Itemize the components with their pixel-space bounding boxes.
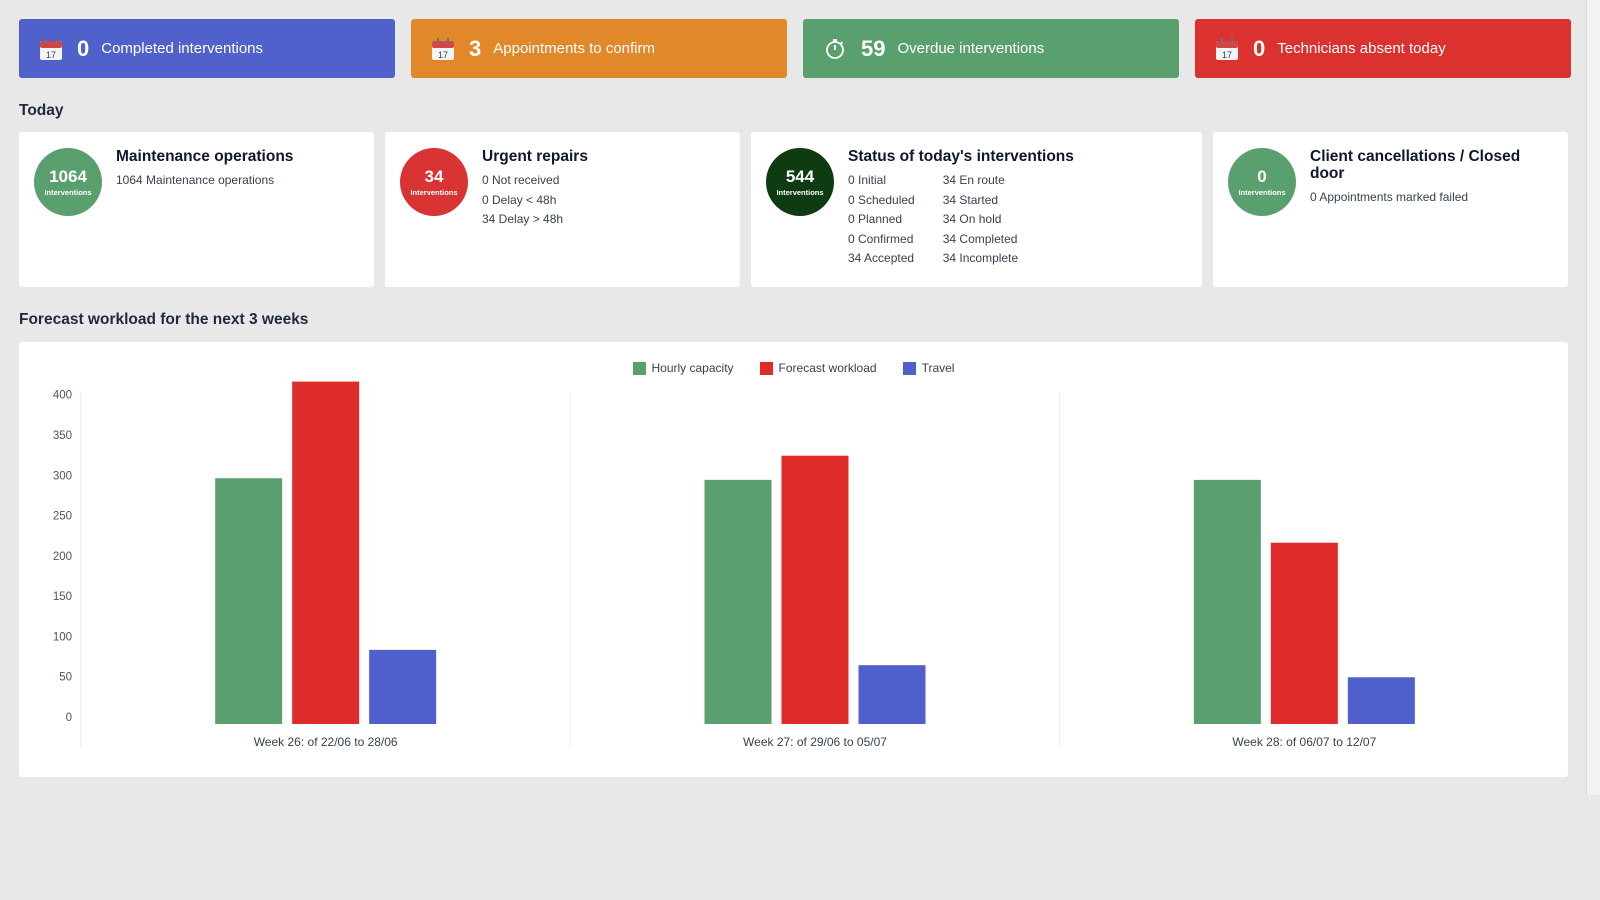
bar-forecast-workload[interactable] <box>292 381 360 724</box>
legend-label: Travel <box>921 361 955 375</box>
legend-swatch <box>759 361 773 375</box>
status-line: 34 On hold <box>942 212 1002 226</box>
legend-label: Hourly capacity <box>651 361 734 375</box>
count-badge: 1064 Interventions <box>34 148 102 216</box>
bar-forecast-workload[interactable] <box>781 455 849 724</box>
y-tick-label: 300 <box>53 470 72 482</box>
card-title: Client cancellations / Closed door <box>1310 148 1521 182</box>
status-line: 0 Initial <box>848 173 887 187</box>
status-column-left: 0 Initial 0 Scheduled 0 Planned 0 Confir… <box>848 171 915 269</box>
bar-travel[interactable] <box>858 665 926 724</box>
y-tick-label: 250 <box>53 511 72 523</box>
status-line: 34 En route <box>942 173 1005 187</box>
bar-travel[interactable] <box>1347 677 1415 724</box>
legend-item-hourly-capacity[interactable]: Hourly capacity <box>632 361 734 375</box>
chart-plot: 0 50 100 150 200 250 300 350 400 Week 26: of 22/0… <box>53 381 1415 749</box>
x-category-label: Week 28: of 06/07 to 12/07 <box>1232 735 1376 749</box>
status-line: 34 Started <box>942 192 999 207</box>
y-tick-label: 200 <box>53 551 72 563</box>
bar-hourly-capacity[interactable] <box>215 478 283 724</box>
calendar-icon: 17 <box>39 37 63 61</box>
badge-count: 0 <box>1257 166 1267 186</box>
badge-count: 544 <box>785 166 815 186</box>
kpi-label: Overdue interventions <box>897 40 1045 57</box>
legend-label: Forecast workload <box>778 361 877 375</box>
legend-item-forecast-workload[interactable]: Forecast workload <box>759 361 877 375</box>
legend-item-travel[interactable]: Travel <box>902 361 955 375</box>
bar-hourly-capacity[interactable] <box>1193 479 1261 724</box>
card-line: 0 Not received <box>482 173 560 187</box>
forecast-section-title: Forecast workload for the next 3 weeks <box>19 311 309 328</box>
kpi-label: Completed interventions <box>101 40 264 57</box>
kpi-value: 0 <box>1253 35 1266 61</box>
legend-swatch <box>632 361 646 375</box>
card-line: 34 Delay > 48h <box>482 212 564 226</box>
status-line: 34 Accepted <box>848 251 915 265</box>
count-badge: 0 Interventions <box>1228 148 1296 216</box>
kpi-value: 59 <box>861 35 886 61</box>
scrollbar-track[interactable] <box>1586 0 1600 795</box>
y-tick-label: 400 <box>53 390 72 402</box>
card-title: Urgent repairs <box>482 148 588 165</box>
status-column-right: 34 En route 34 Started 34 On hold 34 Com… <box>943 171 1018 269</box>
y-tick-label: 100 <box>53 631 72 643</box>
badge-subtitle: Interventions <box>776 187 824 197</box>
card-maintenance-operations[interactable]: 1064 Interventions Maintenance operation… <box>19 132 374 287</box>
bar-travel[interactable] <box>369 649 437 724</box>
status-line: 34 Incomplete <box>942 251 1019 265</box>
kpi-appointments-to-confirm[interactable]: 17 3 Appointments to confirm <box>411 19 787 78</box>
kpi-label: Appointments to confirm <box>493 40 655 57</box>
kpi-value: 3 <box>469 35 482 61</box>
status-line: 0 Planned <box>848 212 903 226</box>
forecast-chart: Hourly capacity Forecast workload Travel… <box>19 342 1568 777</box>
badge-subtitle: Interventions <box>44 187 92 197</box>
card-title: Maintenance operations <box>116 148 294 165</box>
badge-subtitle: Interventions <box>1238 187 1286 197</box>
card-line: 1064 Maintenance operations <box>116 173 275 187</box>
count-badge: 34 Interventions <box>400 148 468 216</box>
x-category-label: Week 26: of 22/06 to 28/06 <box>254 735 398 749</box>
svg-text:17: 17 <box>46 50 56 60</box>
kpi-completed-interventions[interactable]: 17 0 Completed interventions <box>19 19 395 78</box>
card-client-cancellations[interactable]: 0 Interventions Client cancellations / C… <box>1213 132 1568 287</box>
bar-hourly-capacity[interactable] <box>704 479 772 724</box>
status-line: 0 Confirmed <box>848 231 914 246</box>
kpi-label: Technicians absent today <box>1277 40 1446 57</box>
card-urgent-repairs[interactable]: 34 Interventions Urgent repairs 0 Not re… <box>385 132 740 287</box>
kpi-value: 0 <box>77 35 90 61</box>
count-badge: 544 Interventions <box>766 148 834 216</box>
svg-text:17: 17 <box>438 50 448 60</box>
card-line: 0 Appointments marked failed <box>1310 190 1469 204</box>
status-line: 0 Scheduled <box>848 192 915 207</box>
badge-count: 34 <box>424 166 444 186</box>
y-tick-label: 0 <box>66 712 72 724</box>
x-category-label: Week 27: of 29/06 to 05/07 <box>743 735 887 749</box>
status-line: 34 Completed <box>942 231 1018 246</box>
y-tick-label: 350 <box>53 430 72 442</box>
bar-forecast-workload[interactable] <box>1270 542 1338 724</box>
card-status-interventions[interactable]: 544 Interventions Status of today's inte… <box>751 132 1202 287</box>
kpi-row: 17 0 Completed interventions 17 3 Appoin… <box>19 19 1571 78</box>
card-title: Status of today's interventions <box>848 148 1074 165</box>
y-tick-label: 50 <box>59 672 72 684</box>
kpi-technicians-absent[interactable]: 17 0 Technicians absent today <box>1195 19 1571 78</box>
badge-subtitle: Interventions <box>410 187 458 197</box>
calendar-icon: 17 <box>431 37 455 61</box>
today-section-title: Today <box>19 102 64 119</box>
chart-legend: Hourly capacity Forecast workload Travel <box>19 361 1568 375</box>
calendar-icon: 17 <box>1215 37 1239 61</box>
y-tick-label: 150 <box>53 591 72 603</box>
badge-count: 1064 <box>49 166 87 186</box>
kpi-overdue-interventions[interactable]: 59 Overdue interventions <box>803 19 1179 78</box>
legend-swatch <box>902 361 916 375</box>
stopwatch-icon <box>823 37 847 61</box>
svg-text:17: 17 <box>1222 50 1232 60</box>
card-line: 0 Delay < 48h <box>482 192 557 207</box>
